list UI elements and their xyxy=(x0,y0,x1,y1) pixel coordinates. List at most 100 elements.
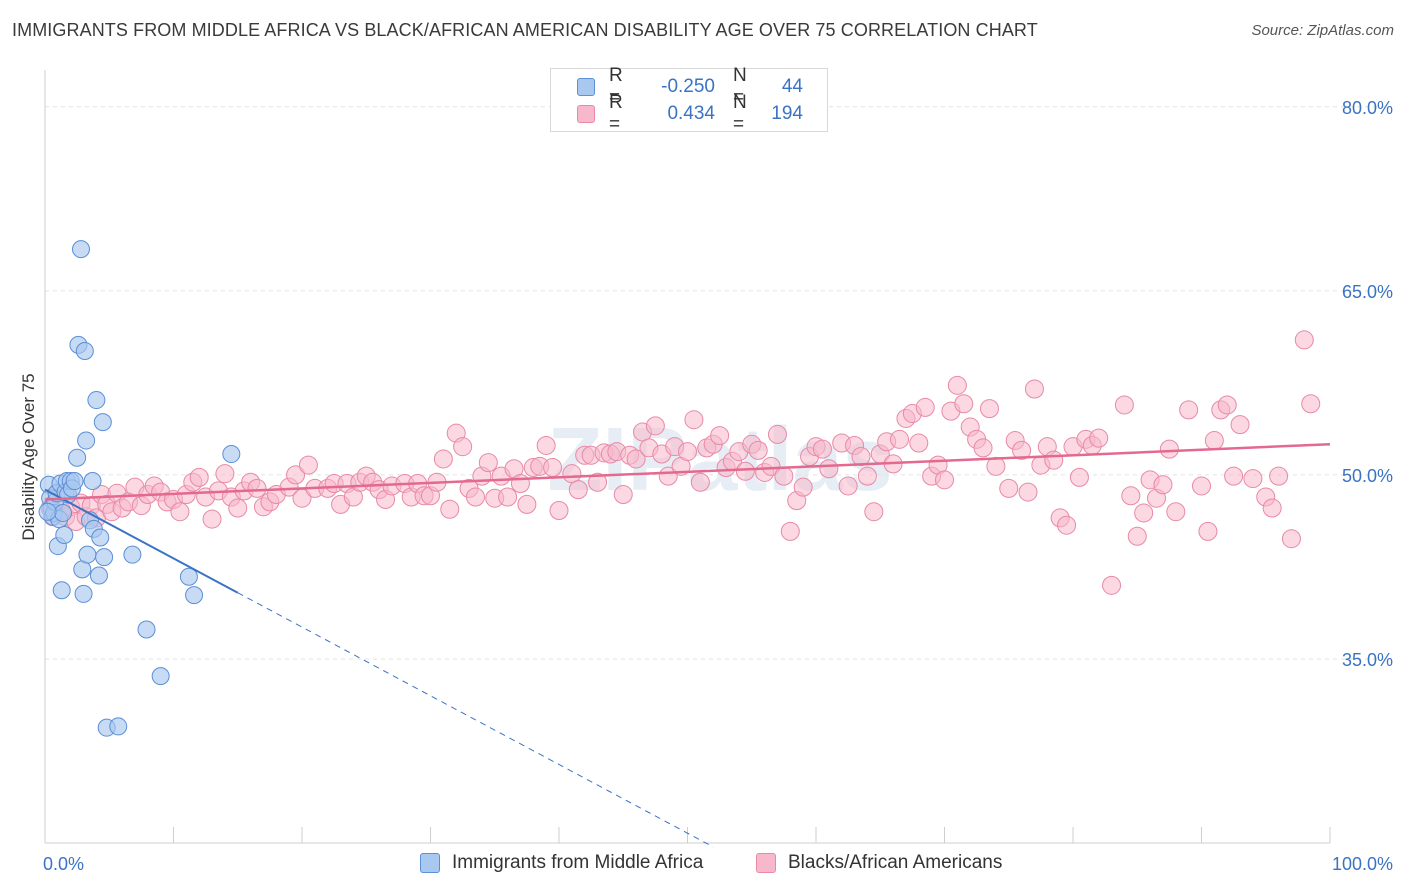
n-value: 44 xyxy=(781,76,803,97)
pink-point xyxy=(1153,475,1173,495)
pink-point xyxy=(851,447,871,466)
pink-point xyxy=(588,472,608,492)
pink-point xyxy=(890,429,910,449)
pink-point xyxy=(973,438,993,458)
pink-point xyxy=(1294,330,1314,350)
chart-title: IMMIGRANTS FROM MIDDLE AFRICA VS BLACK/A… xyxy=(12,20,1038,40)
blue-point xyxy=(83,472,102,491)
y-axis-label: Disability Age Over 75 xyxy=(19,373,38,540)
pink-point xyxy=(298,455,318,475)
pink-point xyxy=(678,442,697,462)
pink-point xyxy=(517,494,537,514)
pink-point xyxy=(543,458,563,478)
blue-point xyxy=(91,528,110,547)
blue-point xyxy=(52,581,71,600)
pink-point xyxy=(1204,431,1224,451)
pink-point xyxy=(909,433,929,453)
pink-point xyxy=(793,477,813,497)
blue-point xyxy=(95,548,114,567)
pink-point xyxy=(1269,466,1289,486)
blue-point xyxy=(65,472,84,491)
x-tick-label: 0.0% xyxy=(43,854,84,874)
n-label: N = xyxy=(733,92,747,135)
pink-point xyxy=(1057,515,1077,535)
pink-point xyxy=(568,480,588,500)
r-label: R = xyxy=(609,92,623,135)
r-label: R = xyxy=(609,65,623,108)
legend-label: Blacks/African Americans xyxy=(788,852,1003,873)
pink-point xyxy=(986,456,1006,476)
pink-point xyxy=(857,466,877,486)
blue-point xyxy=(123,545,142,564)
pink-point xyxy=(748,440,768,460)
legend-item-black-african-american: Blacks/African Americans xyxy=(756,852,1002,874)
pink-point xyxy=(498,487,518,507)
pink-point xyxy=(999,478,1019,498)
pink-point xyxy=(1102,575,1122,595)
pink-point xyxy=(536,435,556,455)
blue-point xyxy=(151,667,170,686)
pink-point xyxy=(947,375,967,395)
blue-point xyxy=(74,584,93,603)
blue-point xyxy=(55,526,74,545)
pink-point xyxy=(247,478,267,498)
legend-row-pink: R = 0.434 N = 194 xyxy=(577,92,803,135)
pink-point xyxy=(1217,395,1237,415)
blue-trend-line xyxy=(44,488,239,594)
legend-item-middle-africa: Immigrants from Middle Africa xyxy=(420,852,703,874)
x-tick-label: 100.0% xyxy=(1332,854,1393,874)
pink-point xyxy=(440,499,460,519)
pink-point xyxy=(1012,440,1032,460)
pink-point xyxy=(1127,526,1147,546)
pink-point xyxy=(684,410,704,430)
pink-point xyxy=(613,485,633,505)
blue-point xyxy=(137,620,156,639)
pink-point xyxy=(690,472,710,492)
y-tick-label: 50.0% xyxy=(1342,466,1393,486)
series-legend: Immigrants from Middle Africa Blacks/Afr… xyxy=(0,852,1406,878)
pink-point xyxy=(189,467,209,487)
pink-point xyxy=(228,498,248,518)
pink-point xyxy=(979,399,999,419)
pink-point xyxy=(465,487,485,507)
pink-point xyxy=(819,459,839,479)
y-tick-label: 35.0% xyxy=(1342,650,1393,670)
pink-point xyxy=(1089,428,1109,448)
blue-point xyxy=(179,567,198,586)
pink-point xyxy=(761,456,781,476)
pink-point xyxy=(510,473,530,493)
blue-point xyxy=(75,341,94,360)
pink-point xyxy=(1198,521,1218,541)
blue-point xyxy=(89,566,108,585)
legend-row-blue: R = -0.250 N = 44 xyxy=(577,65,803,108)
correlation-legend: R = -0.250 N = 44 R = 0.434 N = 194 xyxy=(550,65,828,135)
blue-point xyxy=(53,503,72,522)
blue-swatch xyxy=(420,853,440,873)
pink-point xyxy=(767,424,787,444)
pink-point xyxy=(1166,502,1186,522)
pink-point xyxy=(215,464,235,484)
pink-point xyxy=(774,466,794,486)
pink-point xyxy=(1024,379,1044,399)
pink-point xyxy=(549,500,569,520)
pink-point xyxy=(433,449,453,469)
pink-swatch xyxy=(756,853,776,873)
blue-point xyxy=(109,717,128,736)
pink-point xyxy=(1243,469,1263,489)
pink-point xyxy=(935,470,954,490)
pink-point xyxy=(626,449,646,469)
blue-point xyxy=(93,413,112,432)
pink-point xyxy=(286,465,306,485)
pink-point xyxy=(453,437,473,457)
n-value: 194 xyxy=(771,103,803,124)
pink-point xyxy=(812,439,832,459)
blue-point xyxy=(222,445,241,464)
pink-point xyxy=(1018,482,1038,502)
pink-point xyxy=(202,509,222,529)
pink-point xyxy=(1230,415,1250,435)
pink-point xyxy=(170,502,190,522)
pink-point xyxy=(1069,467,1089,487)
blue-trend-extension xyxy=(237,592,714,848)
blue-point xyxy=(185,586,204,605)
